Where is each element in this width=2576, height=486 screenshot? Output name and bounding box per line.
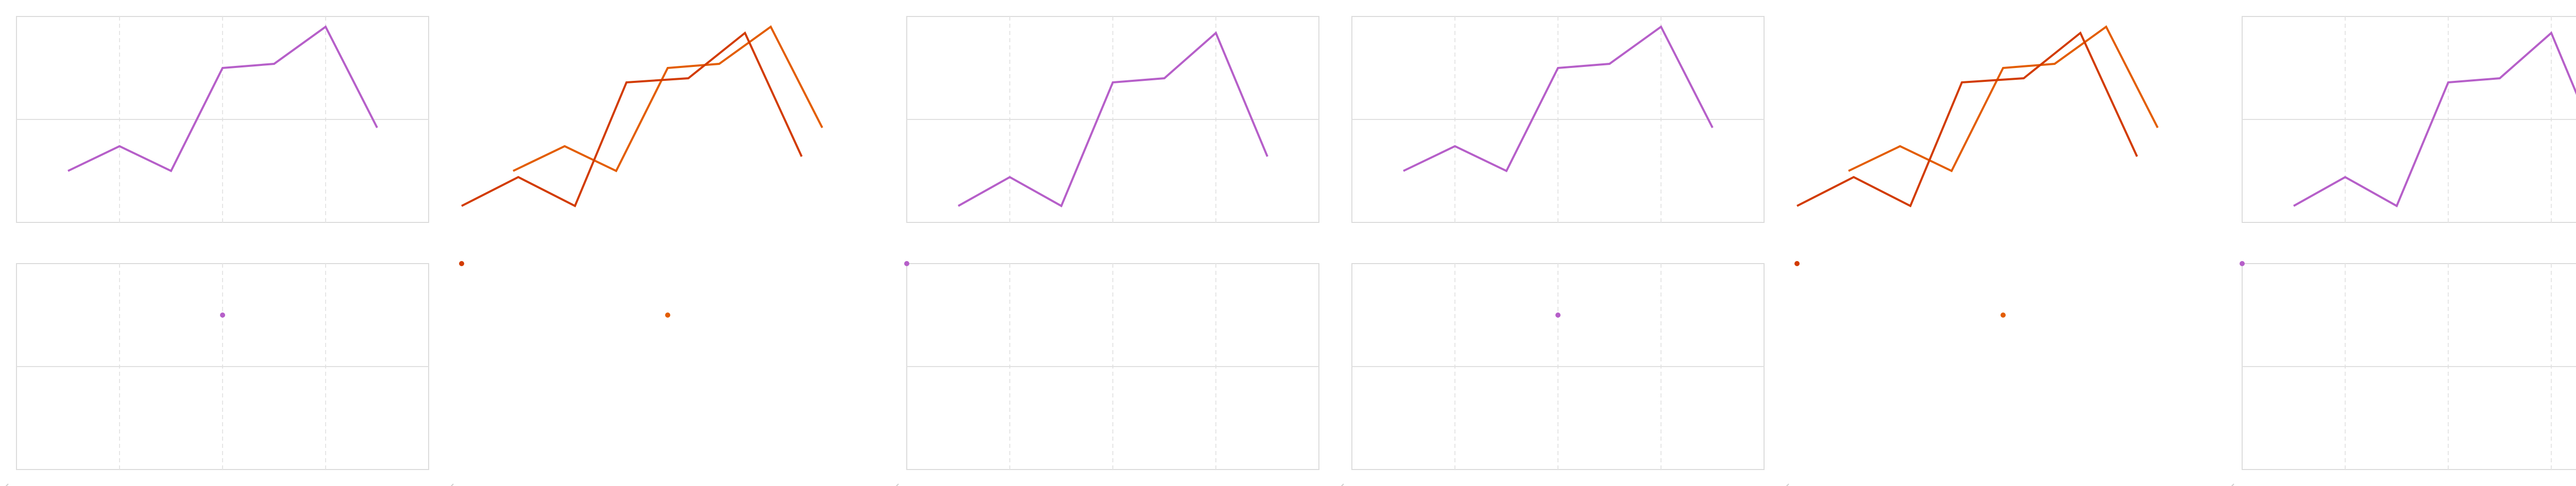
data-point [459, 261, 464, 266]
chart-panel [2242, 16, 2576, 223]
data-point [665, 313, 670, 318]
corner-tick [450, 483, 454, 486]
chart-panel [2231, 261, 2576, 486]
chart-panel [1786, 261, 2006, 486]
data-point [1555, 313, 1561, 318]
chart-panel [895, 261, 1319, 486]
corner-tick [2231, 483, 2234, 486]
series-line [2293, 31, 2576, 207]
chart-panel [906, 16, 1319, 223]
corner-tick [895, 483, 899, 486]
chart-panel [1341, 263, 1765, 486]
chart-panel [1797, 25, 2159, 207]
data-point [904, 261, 909, 266]
corner-tick [1786, 483, 1789, 486]
chart-panel [461, 25, 823, 207]
corner-tick [1341, 483, 1344, 486]
series-line [1848, 25, 2159, 172]
series-line [67, 25, 378, 172]
chart-panel [450, 261, 670, 486]
data-point [1794, 261, 1800, 266]
series-line [958, 31, 1268, 207]
series-line [1797, 31, 2138, 207]
data-point [220, 313, 225, 318]
chart-panel [1351, 16, 1765, 223]
chart-panel [16, 16, 429, 223]
data-point [2001, 313, 2006, 318]
data-point [2240, 261, 2245, 266]
series-line [461, 31, 803, 207]
chart-panel [5, 263, 429, 486]
corner-tick [5, 483, 9, 486]
series-line [513, 25, 823, 172]
series-line [1403, 25, 1714, 172]
